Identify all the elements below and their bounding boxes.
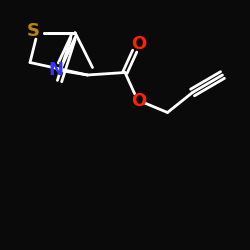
Text: O: O (131, 92, 146, 110)
Text: O: O (131, 35, 146, 53)
Text: N: N (49, 61, 64, 79)
Text: S: S (27, 22, 40, 40)
